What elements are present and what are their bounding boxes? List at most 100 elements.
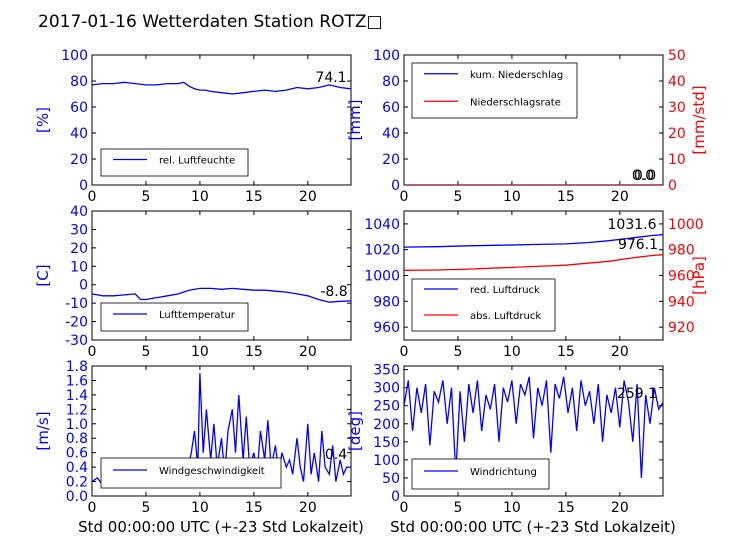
y2-tick-label: 30 [668,100,686,116]
y2-tick-label: 20 [668,126,686,142]
y2-axis-label: [mm/std] [690,85,708,154]
y2-tick-label: 940 [668,294,695,310]
value-annotation: 74.1 [315,70,346,86]
y2-tick-label: 0 [668,178,677,194]
y-axis-label: [%] [34,107,52,133]
x-tick-label: 0 [88,500,97,516]
legend-box [411,278,556,332]
y-tick-label: 0 [391,178,400,194]
x-tick-label: 5 [453,344,462,360]
value-annotation: 0.0 [634,168,656,184]
x-tick-label: 15 [245,189,263,205]
x-tick-label: 5 [141,500,150,516]
legend-label: red. Luftdruck [470,285,540,296]
x-tick-label: 5 [141,189,150,205]
y-tick-label: 0 [391,489,400,505]
y-tick-label: 1.4 [66,388,88,404]
value-annotation: 0.4 [325,447,347,463]
x-tick-label: 0 [400,344,409,360]
y-tick-label: 40 [70,126,88,142]
y-tick-label: 300 [373,381,400,397]
y-tick-label: 350 [373,363,400,379]
series-line-1 [404,254,663,271]
y-tick-label: 40 [382,126,400,142]
x-tick-label: 5 [453,189,462,205]
y-axis-label: [mm] [346,100,364,141]
precipitation-panel: 0 5 10 15 20 0 20 40 60 80 100 0 10 20 30 40 50 [mm] [mm/s… [346,48,708,205]
y-tick-label: 0 [79,178,88,194]
x-tick-label: 20 [611,344,629,360]
x-tick-label: 0 [400,189,409,205]
y-tick-label: 20 [70,152,88,168]
value-annotation: 0.0 [632,168,654,184]
y-tick-label: 30 [70,222,88,238]
wind-direction-panel: 0 5 10 15 20050100150200250300350[deg]Windri… [346,363,664,516]
legend-label: Windgeschwindigkeit [159,466,265,477]
x-tick-label: 10 [191,500,209,516]
x-tick-label: 15 [245,500,263,516]
y-tick-label: 0.2 [66,475,88,491]
legend-label: Lufttemperatur [159,310,236,321]
x-tick-label: 20 [611,500,629,516]
legend-label: rel. Luftfeuchte [159,156,235,167]
x-tick-label: 10 [191,189,209,205]
legend-box [100,302,249,332]
x-tick-label: 10 [503,500,521,516]
value-annotation: 259.1 [617,386,657,402]
x-tick-label: 20 [299,344,317,360]
legend-box [411,458,550,490]
y-tick-label: 1.2 [66,402,88,418]
x-tick-label: 10 [191,344,209,360]
y-tick-label: 1040 [364,217,400,233]
legend-label: abs. Luftdruck [470,311,541,322]
y-tick-label: 20 [70,241,88,257]
y-tick-label: 250 [373,399,400,415]
y-tick-label: 50 [382,471,400,487]
y2-axis-label: [hPa] [690,256,708,295]
legend-box [411,62,578,119]
series-line-0 [404,234,663,248]
x-tick-label: 20 [299,189,317,205]
series-line-0 [404,376,663,478]
y2-tick-label: 1000 [668,217,704,233]
x-tick-label: 0 [88,189,97,205]
y2-tick-label: 980 [668,243,695,259]
y-tick-label: 80 [70,74,88,90]
legend-label: Niederschlagsrate [470,97,561,108]
x-axis-label-left: Std 00:00:00 UTC (+-23 Std Lokalzeit) [78,518,364,536]
series-line-0 [92,81,351,95]
y2-tick-label: 50 [668,48,686,64]
temperature-panel: 0 5 10 15 20 -30 -20 -10 0 10 20 30 40 [C] Lufttempera… [34,204,352,360]
legend-label: Windrichtung [470,467,537,478]
value-annotation: -8.8 [320,284,347,300]
figure-title: 2017-01-16 Wetterdaten Station ROTZ□ [38,12,383,32]
y2-tick-label: 40 [668,74,686,90]
y-tick-label: 0.6 [66,446,88,462]
y-tick-label: 960 [373,320,400,336]
y-tick-label: 0 [79,278,88,294]
x-tick-label: 5 [141,344,150,360]
y2-tick-label: 10 [668,152,686,168]
x-tick-label: 20 [299,500,317,516]
y-tick-label: 1000 [364,269,400,285]
x-axis-label-right: Std 00:00:00 UTC (+-23 Std Lokalzeit) [390,518,676,536]
legend-label: kum. Niederschlag [470,70,563,81]
x-tick-label: 15 [557,344,575,360]
y-tick-label: 100 [61,48,88,64]
value-annotation: 976.1 [618,237,658,253]
x-tick-label: 15 [557,500,575,516]
y-tick-label: -30 [65,333,88,349]
y2-tick-label: 960 [668,269,695,285]
y-tick-label: 10 [70,259,88,275]
value-annotation: 1031.6 [608,217,657,233]
y-tick-label: 1020 [364,243,400,259]
legend-box [100,148,249,177]
legend-box [100,457,282,489]
y-tick-label: -10 [65,296,88,312]
y-tick-label: 100 [373,453,400,469]
series-line-0 [92,287,351,303]
y-tick-label: 100 [373,48,400,64]
x-tick-label: 15 [557,189,575,205]
x-tick-label: 15 [245,344,263,360]
